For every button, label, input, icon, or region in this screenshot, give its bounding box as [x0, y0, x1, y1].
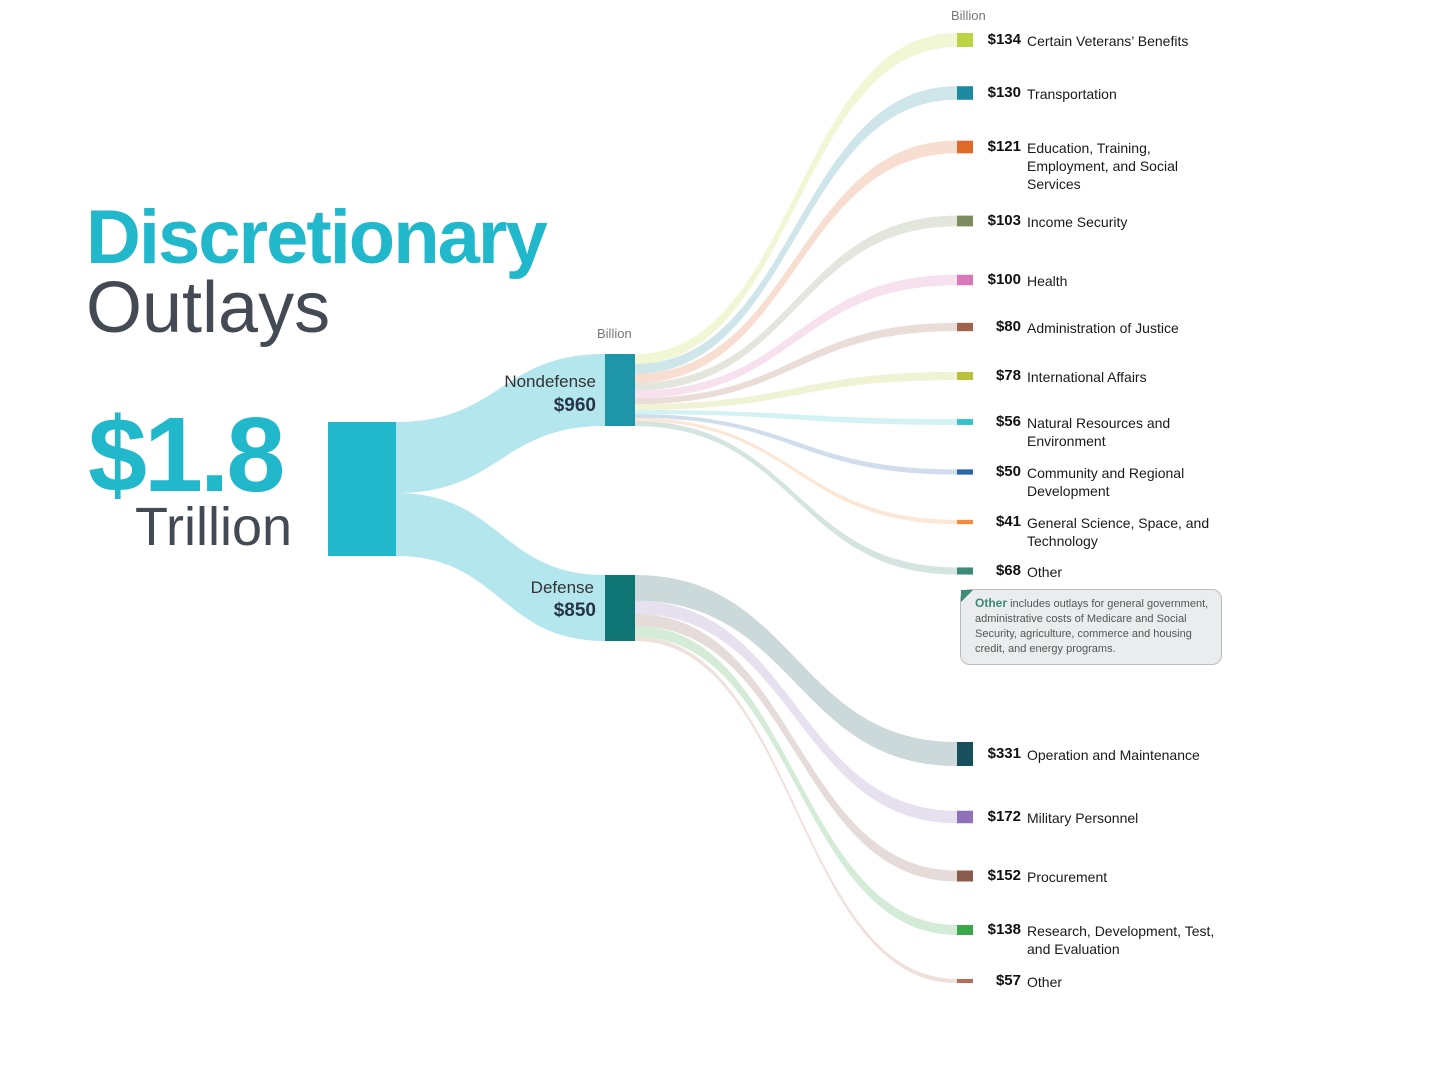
leaf-value-nondefense-3: $103 — [987, 212, 1021, 229]
leaf-value-nondefense-4: $100 — [987, 271, 1021, 288]
leaf-node-defense-4 — [957, 978, 973, 984]
leaf-value-nondefense-10: $68 — [995, 562, 1021, 579]
leaf-label-defense-4: Other — [1027, 974, 1063, 990]
leaf-label-nondefense-3: Income Security — [1027, 214, 1128, 230]
link-nondefense-0 — [635, 33, 957, 365]
leaf-value-defense-4: $57 — [995, 972, 1021, 989]
leaf-label-defense-0: Operation and Maintenance — [1027, 747, 1200, 763]
leaf-label-nondefense-9: General Science, Space, and Technology — [1027, 515, 1210, 549]
leaf-label-defense-1: Military Personnel — [1027, 810, 1139, 826]
leaf-value-defense-2: $152 — [987, 867, 1021, 884]
leaf-value-nondefense-5: $80 — [995, 318, 1021, 335]
link-nondefense-3 — [635, 215, 957, 391]
callout-keyword: Other — [975, 596, 1008, 610]
link-nondefense-9 — [635, 417, 957, 525]
callout-corner-icon — [961, 590, 973, 602]
leaf-node-nondefense-8 — [957, 469, 973, 475]
leaf-label-nondefense-5: Administration of Justice — [1027, 320, 1179, 336]
link-nondefense-4 — [635, 274, 957, 399]
leaf-label-nondefense-4: Health — [1027, 273, 1068, 289]
leaf-node-nondefense-1 — [957, 86, 973, 100]
unit-label-leaves: Billion — [951, 8, 986, 23]
leaf-node-defense-3 — [957, 924, 973, 936]
leaf-node-nondefense-4 — [957, 274, 973, 286]
leaf-value-nondefense-6: $78 — [995, 367, 1021, 384]
total-node — [328, 422, 396, 556]
leaf-node-nondefense-0 — [957, 33, 973, 47]
nondefense-label: Nondefense — [504, 372, 596, 391]
leaf-label-defense-2: Procurement — [1027, 869, 1108, 885]
link-nondefense-7 — [635, 409, 957, 425]
leaf-node-nondefense-6 — [957, 371, 973, 381]
leaf-node-nondefense-2 — [957, 140, 973, 154]
leaf-node-nondefense-10 — [957, 567, 973, 575]
total-unit: Trillion — [135, 497, 293, 557]
leaf-value-nondefense-7: $56 — [995, 413, 1021, 430]
leaf-value-defense-0: $331 — [987, 745, 1021, 762]
leaf-label-nondefense-7: Natural Resources and Environment — [1027, 415, 1171, 449]
callout-text: includes outlays for general government,… — [975, 598, 1209, 655]
leaf-node-defense-2 — [957, 870, 973, 882]
leaf-label-nondefense-8: Community and Regional Development — [1027, 465, 1185, 499]
leaf-node-defense-0 — [957, 742, 973, 766]
leaf-node-nondefense-9 — [957, 519, 973, 525]
other-callout: Other includes outlays for general gover… — [960, 589, 1222, 665]
leaf-value-nondefense-9: $41 — [995, 513, 1021, 530]
defense-label: Defense — [530, 578, 594, 597]
leaf-label-nondefense-10: Other — [1027, 564, 1063, 580]
link-defense-1 — [635, 600, 957, 824]
leaf-value-nondefense-1: $130 — [987, 84, 1021, 101]
leaf-value-nondefense-2: $121 — [987, 138, 1021, 155]
link-defense-4 — [635, 636, 957, 984]
leaf-node-nondefense-7 — [957, 419, 973, 425]
leaf-node-defense-1 — [957, 810, 973, 824]
link-defense-0 — [635, 575, 957, 766]
leaf-label-nondefense-0: Certain Veterans’ Benefits — [1027, 33, 1189, 49]
link-defense-3 — [635, 625, 957, 936]
leaf-value-defense-3: $138 — [987, 921, 1021, 938]
unit-label-mid: Billion — [597, 326, 632, 341]
leaf-label-nondefense-2: Education, Training, Employment, and Soc… — [1027, 140, 1178, 192]
link-nondefense-8 — [635, 414, 957, 475]
leaf-node-nondefense-5 — [957, 322, 973, 332]
link-total-nondefense — [396, 354, 605, 493]
leaf-label-nondefense-1: Transportation — [1027, 86, 1117, 102]
leaf-value-nondefense-8: $50 — [995, 463, 1021, 480]
title-line-1: Discretionary — [86, 195, 548, 280]
leaf-node-nondefense-3 — [957, 215, 973, 227]
leaf-value-nondefense-0: $134 — [987, 31, 1021, 48]
link-nondefense-10 — [635, 420, 957, 575]
leaf-label-defense-3: Research, Development, Test, and Evaluat… — [1027, 923, 1215, 957]
link-nondefense-2 — [635, 140, 957, 383]
link-defense-2 — [635, 614, 957, 882]
defense-value: $850 — [553, 600, 596, 621]
leaf-value-defense-1: $172 — [987, 808, 1021, 825]
defense-node — [605, 575, 635, 641]
link-nondefense-1 — [635, 86, 957, 374]
link-total-defense — [396, 493, 605, 641]
link-nondefense-6 — [635, 371, 957, 410]
title-line-2: Outlays — [86, 268, 331, 348]
total-value: $1.8 — [88, 396, 285, 514]
nondefense-node — [605, 354, 635, 426]
link-nondefense-5 — [635, 322, 957, 405]
leaf-label-nondefense-6: International Affairs — [1027, 369, 1147, 385]
nondefense-value: $960 — [553, 395, 596, 416]
